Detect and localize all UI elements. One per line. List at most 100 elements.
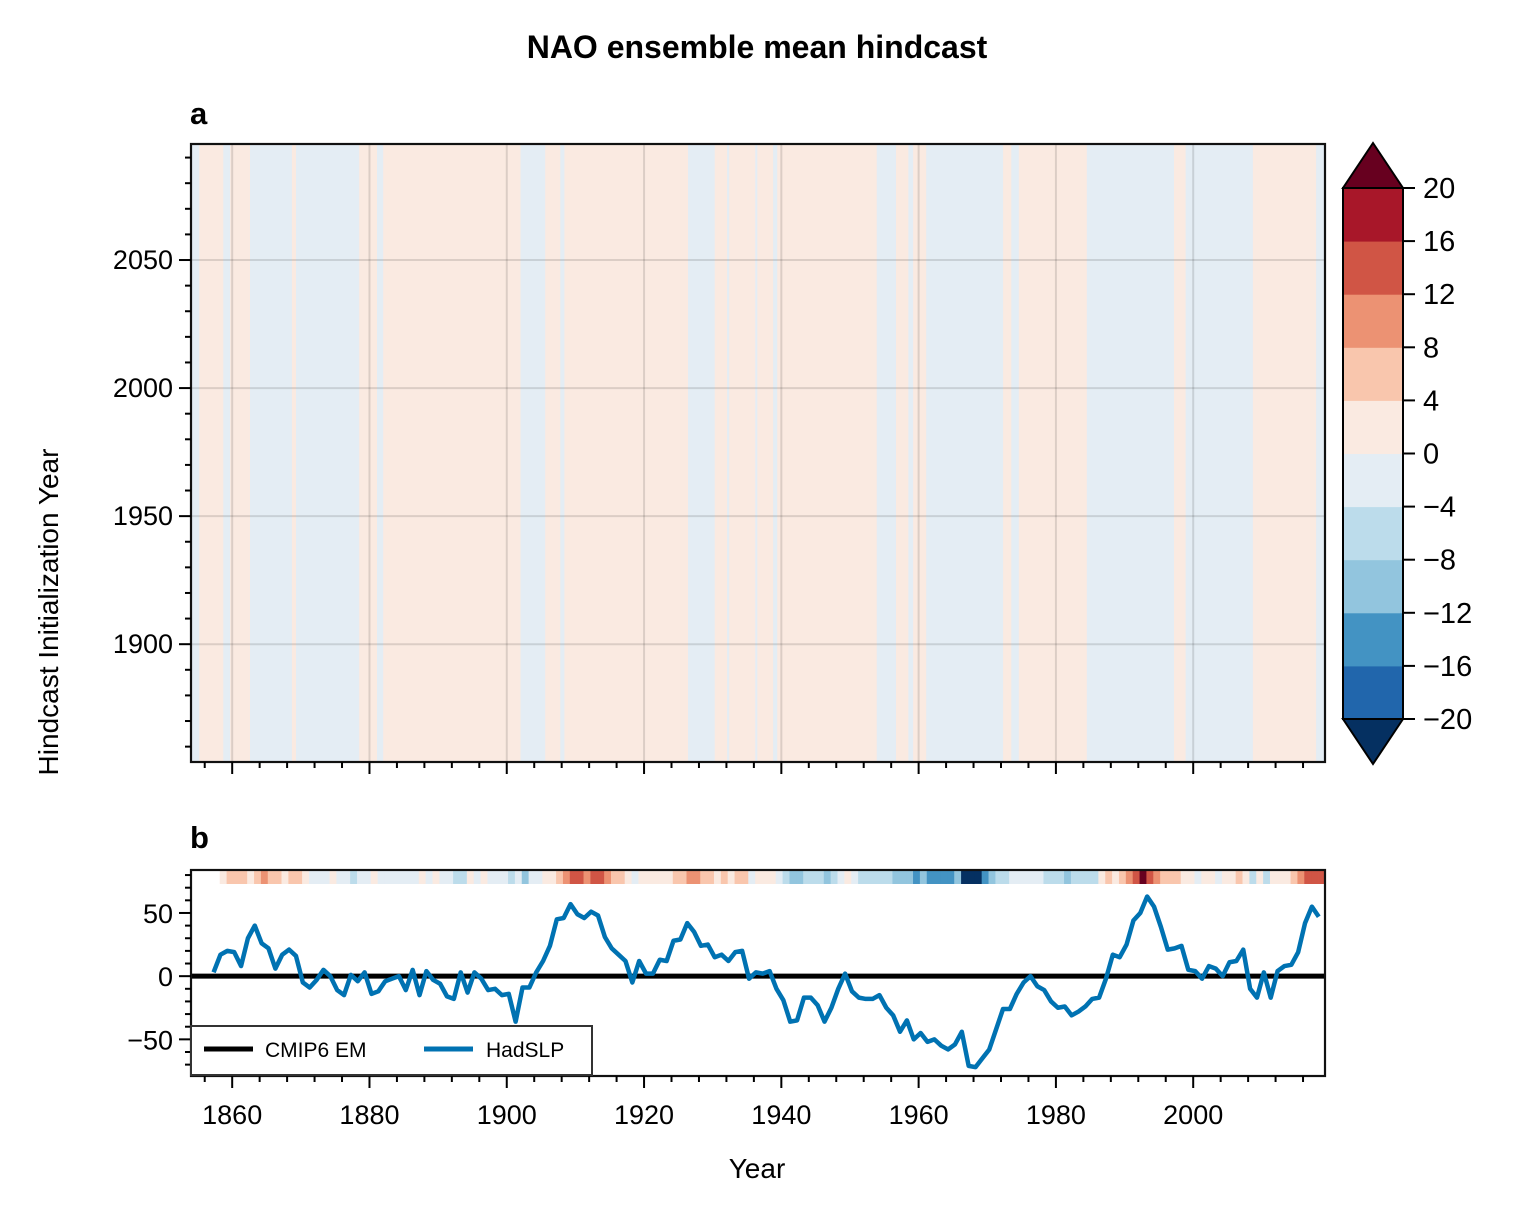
heatmap-column [876,144,897,762]
stripe-cell [1194,871,1202,884]
stripe-cell [707,871,715,884]
stripe-cell [1290,871,1298,884]
stripe-cell [816,871,825,884]
stripe-cell [734,871,742,884]
heatmap-column [223,144,231,762]
stripe-cell [247,871,255,884]
heatmap-column [560,144,565,762]
stripe-cell [1125,871,1134,884]
stripe-cell [645,871,653,884]
stripe-cell [885,871,893,884]
colorbar-tick-label: −12 [1423,598,1472,630]
stripe-cell [1311,871,1319,884]
stripe-cell [713,871,722,884]
colorbar-bin [1343,347,1403,401]
heatmap-column [564,144,689,762]
stripe-cell [693,871,701,884]
colorbar-tick-label: 16 [1423,226,1455,258]
panel-a-heatmap [191,144,1326,762]
stripe-cell [1077,871,1086,884]
heatmap-column [230,144,251,762]
legend-label-cmip6: CMIP6 EM [265,1039,367,1062]
stripe-cell [775,871,784,884]
stripe-cell [562,871,571,884]
stripe-cell [411,871,420,884]
stripe-cell [796,871,804,884]
stripe-cell [933,871,941,884]
legend-frame [190,1025,593,1076]
stripe-cell [446,871,454,884]
stripe-cell [487,871,495,884]
stripe-cell [762,871,770,884]
legend: CMIP6 EM HadSLP [190,1025,593,1076]
heatmap-column [377,144,384,762]
colorbar-tick-label: 12 [1423,279,1455,311]
y-tick-label: 2000 [113,373,173,403]
stripe-cell [940,871,948,884]
stripe-cell [672,871,681,884]
stripe-cell [1009,871,1017,884]
heatmap-column [1252,144,1317,762]
stripe-cell [1201,871,1209,884]
colorbar-extend-max [1341,141,1405,189]
heatmap-column [908,144,914,762]
stripe-cell [1297,871,1305,884]
heatmap-column [383,144,521,762]
stripe-cell [459,871,468,884]
stripe-cell [370,871,379,884]
stripe-cell [899,871,907,884]
stripe-cell [260,871,269,884]
colorbar-bin [1343,400,1403,454]
stripe-cell [363,871,372,884]
stripe-cell [1118,871,1127,884]
stripe-cell [1318,871,1326,884]
heatmap-column [755,144,758,762]
stripe-cell [1016,871,1024,884]
stripe-cell [1263,871,1271,884]
colorbar-bin [1343,294,1403,348]
stripe-cell [926,871,935,884]
stripe-cell [521,871,530,884]
panel-a-label: a [190,96,208,131]
stripe-cell [1153,871,1161,884]
panel-a-frame [189,142,1327,764]
stripe-cell [803,871,811,884]
stripe-cell [1208,871,1216,884]
stripe-cell [1146,871,1154,884]
stripe-cell [652,871,660,884]
y-tick-label: 0 [158,962,173,992]
stripe-cell [267,871,276,884]
stripe-cell [1029,871,1037,884]
panel-b-label: b [190,820,209,855]
stripe-cell [1112,871,1120,884]
heatmap-column [1185,144,1254,762]
stripe-cell [1050,871,1058,884]
heatmap-column [199,144,224,762]
stripe-cell [844,871,852,884]
stripe-cell [556,871,564,884]
y-tick-label: 2050 [113,245,173,275]
heatmap-column [757,144,774,762]
stripe-cell [624,871,632,884]
colorbar-bin [1343,665,1403,720]
stripe-cell [425,871,433,884]
stripe-cell [1242,871,1250,884]
heatmap-column [250,144,293,762]
panel-a-axes: 1900 1950 2000 2050 [113,142,1327,774]
stripe-cell [617,871,626,884]
stripe-cell [919,871,928,884]
stripe-cell [1173,871,1182,884]
stripe-cell [549,871,557,884]
x-tick-label: 2000 [1163,1100,1223,1130]
heatmap-column [895,144,909,762]
stripe-cell [604,871,612,884]
stripe-cell [768,871,777,884]
stripe-cell [1160,871,1168,884]
colorbar-tick-label: −4 [1423,492,1456,524]
stripe-cell [686,871,694,884]
panel-b-lineplot: 1860 1880 1900 1920 1940 1960 1980 2000 −50 0 50 [127,868,1327,1130]
heatmap-column [545,144,561,762]
stripe-cell [858,871,866,884]
stripe-cell [501,871,509,884]
